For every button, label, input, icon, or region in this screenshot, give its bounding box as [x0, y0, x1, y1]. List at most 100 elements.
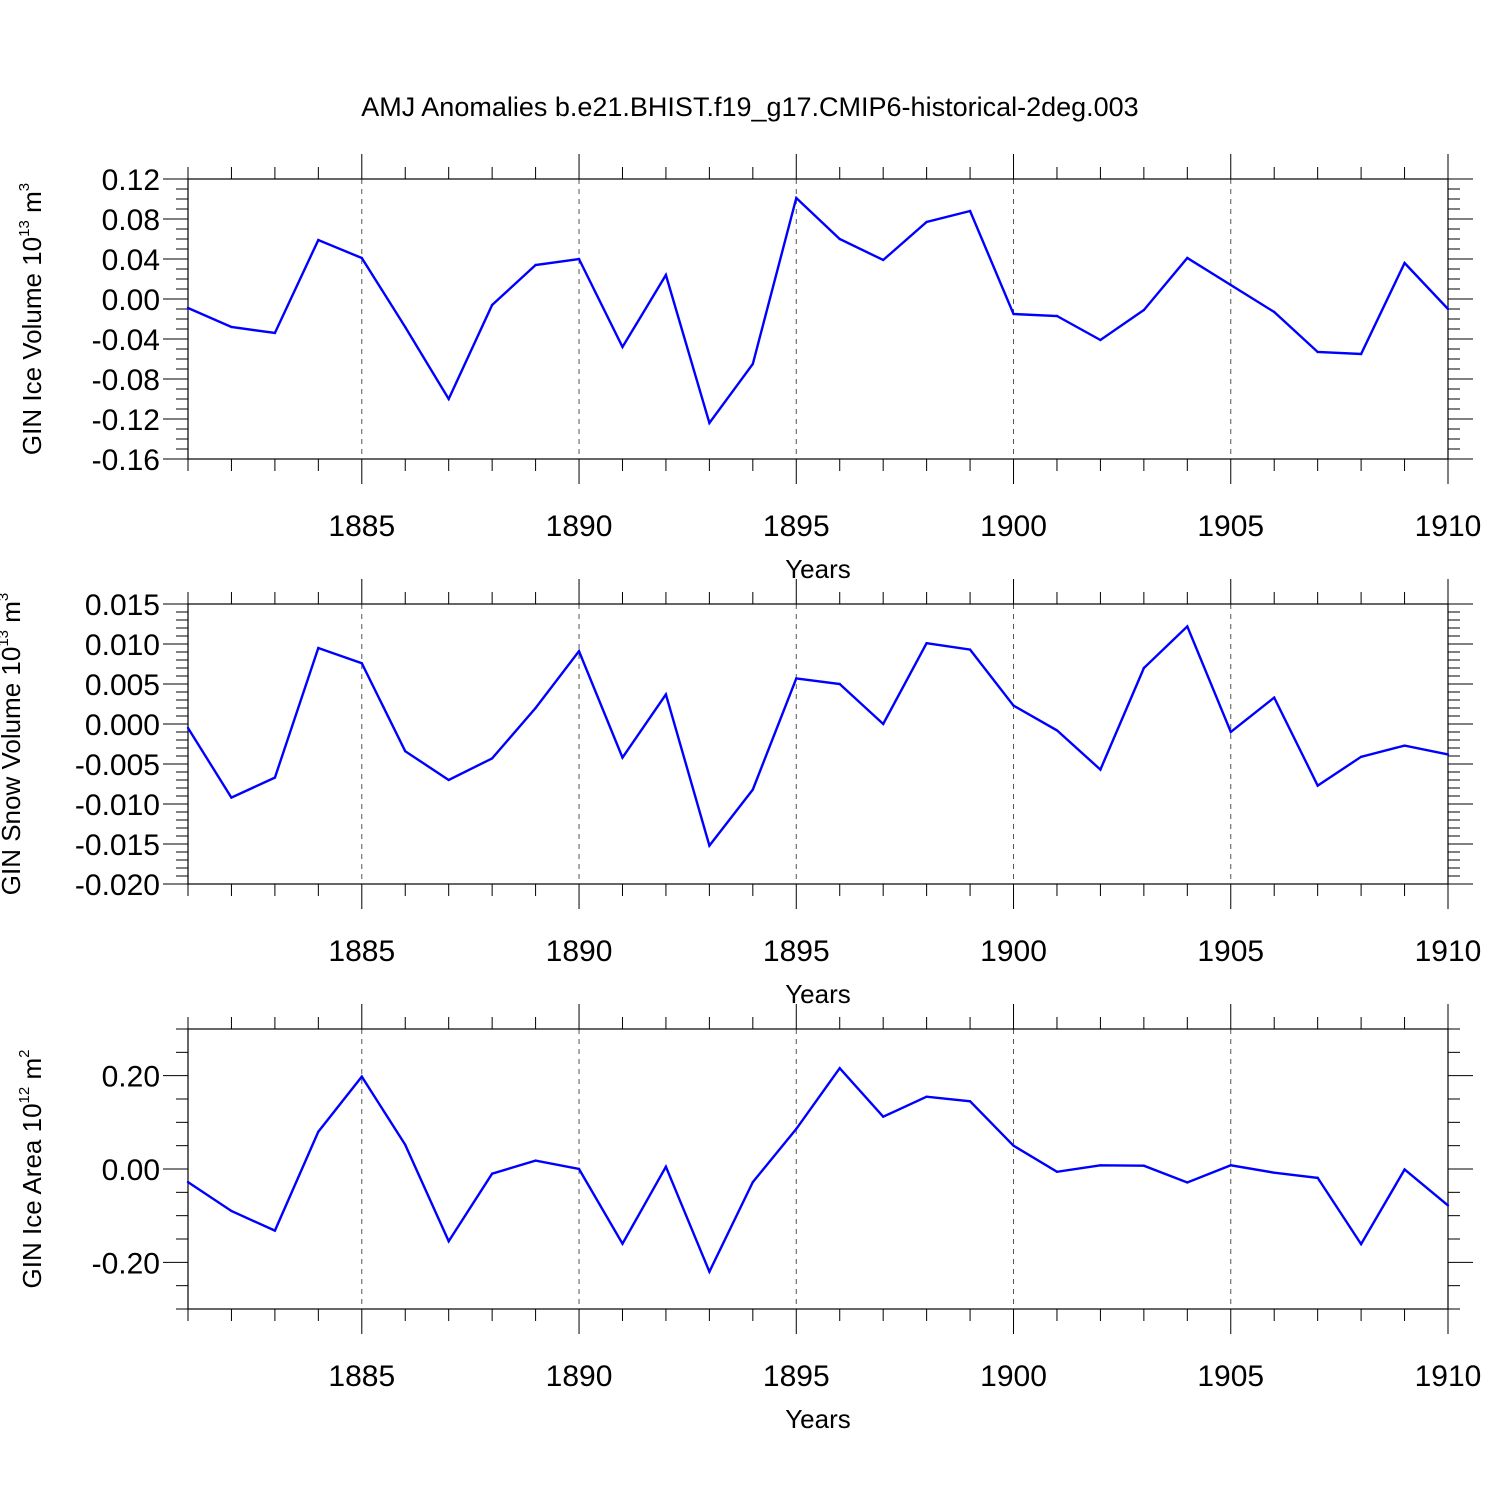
data-point: [925, 642, 928, 645]
y-axis-label-unit: m: [17, 191, 47, 220]
data-point: [838, 1067, 841, 1070]
y-axis-label: GIN Snow Volume 1013 m3: [0, 593, 26, 896]
data-point: [1403, 744, 1406, 747]
ytick-label: 0.010: [85, 629, 160, 662]
data-point: [1055, 1170, 1059, 1174]
data-point: [881, 258, 885, 262]
ytick-label: -0.16: [92, 444, 160, 477]
data-point: [1403, 261, 1406, 265]
data-point: [1316, 1176, 1319, 1180]
data-point: [404, 1143, 407, 1146]
data-point: [490, 757, 494, 760]
series-line: [187, 1066, 1449, 1275]
panels: 1885 1890 1895 1900 1905 1910 Years 0.12 0.08 0.0…: [0, 154, 1481, 1434]
data-point: [317, 238, 320, 242]
x-axis-label: Years: [785, 1404, 851, 1434]
data-point: [708, 844, 711, 847]
xtick-label: 1885: [328, 510, 395, 543]
ytick-label: 0.04: [102, 244, 160, 277]
xtick-label: 1890: [546, 1360, 613, 1393]
data-point: [1229, 730, 1232, 734]
data-point: [577, 1167, 581, 1171]
y-axis-label-unit: m: [17, 1058, 47, 1087]
data-point: [317, 1130, 320, 1133]
xtick-label: 1895: [763, 510, 830, 543]
xtick-label: 1900: [980, 935, 1047, 968]
ytick-label: 0.000: [85, 709, 160, 742]
xtick-label: 1905: [1197, 1360, 1264, 1393]
data-point: [664, 693, 668, 696]
panel-2: 1885 1890 1895 1900 1905 1910 Years 0.015 0.010 0…: [0, 579, 1481, 1009]
ytick-label: -0.04: [92, 324, 160, 357]
y-axis-label-exp: 13: [0, 630, 12, 647]
y-axis-label-unit: m: [0, 601, 26, 630]
data-point: [881, 722, 885, 726]
data-point: [751, 788, 755, 791]
data-point: [447, 778, 450, 782]
y-axis-label: GIN Ice Area 1012 m2: [16, 1050, 47, 1289]
panel-1: 1885 1890 1895 1900 1905 1910 Years 0.12 0.08 0.0…: [16, 154, 1481, 584]
data-point: [1403, 1168, 1406, 1171]
data-point: [577, 650, 581, 653]
y-axis-label-base: GIN Snow Volume 10: [0, 647, 26, 896]
data-point: [534, 263, 537, 267]
xtick-label: 1890: [546, 935, 613, 968]
data-point: [186, 306, 190, 310]
data-point: [1316, 784, 1319, 787]
y-axis-label-unit-exp: 2: [16, 1050, 33, 1058]
ytick-label: 0.015: [85, 589, 160, 622]
data-point: [1099, 338, 1102, 342]
data-point: [1055, 314, 1059, 318]
data-point: [795, 196, 798, 200]
xtick-label: 1905: [1197, 935, 1264, 968]
data-point: [881, 1115, 885, 1118]
data-point: [447, 397, 450, 401]
ytick-label: 0.20: [102, 1061, 160, 1094]
y-axis-label-unit-exp: 3: [0, 593, 12, 601]
data-point: [490, 1172, 494, 1175]
panel-3: 1885 1890 1895 1900 1905 1910 Years 0.20 0.00 -0.…: [16, 1004, 1481, 1434]
data-point: [1142, 666, 1146, 670]
data-point: [360, 662, 363, 665]
data-point: [708, 1270, 711, 1273]
data-point: [1359, 1242, 1363, 1246]
xtick-label: 1895: [763, 1360, 830, 1393]
data-point: [751, 1180, 755, 1184]
data-point: [968, 1100, 972, 1103]
xtick-label: 1910: [1415, 935, 1482, 968]
ytick-label: 0.00: [102, 1154, 160, 1187]
xtick-label: 1910: [1415, 1360, 1482, 1393]
data-point: [1012, 704, 1015, 707]
x-axis-label: Years: [785, 979, 851, 1009]
data-point: [1229, 283, 1232, 287]
data-point: [708, 421, 711, 425]
data-point: [838, 237, 841, 241]
ytick-label: -0.010: [75, 789, 160, 822]
data-point: [838, 682, 841, 686]
xtick-label: 1910: [1415, 510, 1482, 543]
series-line: [186, 624, 1449, 849]
data-point: [1359, 352, 1363, 356]
data-point: [1273, 310, 1276, 314]
data-point: [1099, 768, 1102, 771]
ytick-label: 0.12: [102, 164, 160, 197]
data-point: [1446, 307, 1450, 311]
ytick-label: 0.00: [102, 284, 160, 317]
data-point: [490, 303, 494, 307]
data-point: [1359, 755, 1363, 758]
data-point: [360, 1075, 363, 1078]
data-point: [1446, 1204, 1450, 1207]
data-point: [534, 706, 537, 710]
ytick-label: 0.08: [102, 204, 160, 237]
data-point: [795, 677, 798, 680]
data-point: [1229, 1164, 1232, 1167]
data-point: [925, 1095, 928, 1098]
data-point: [1055, 729, 1059, 732]
data-point: [230, 1209, 233, 1213]
xtick-label: 1900: [980, 1360, 1047, 1393]
data-point: [273, 331, 277, 335]
ytick-label: -0.12: [92, 404, 160, 437]
xtick-label: 1885: [328, 935, 395, 968]
y-axis-label-base: GIN Ice Area 10: [17, 1103, 47, 1288]
y-axis-label-unit-exp: 3: [16, 183, 33, 191]
